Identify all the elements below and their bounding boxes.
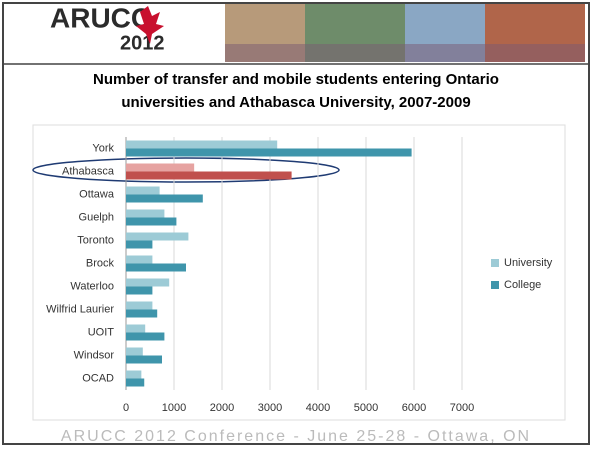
x-tick-label: 4000: [306, 402, 330, 414]
y-tick-label: Windsor: [74, 349, 115, 361]
chart-area: [32, 124, 566, 421]
bar: [126, 163, 195, 172]
x-tick-label: 1000: [162, 402, 186, 414]
bar: [126, 171, 292, 180]
y-tick-label: Waterloo: [70, 280, 114, 292]
bar: [126, 278, 170, 287]
y-tick-label: Brock: [86, 257, 115, 269]
y-tick-label: Wilfrid Laurier: [46, 303, 114, 315]
bar: [126, 370, 142, 379]
bar: [126, 194, 203, 203]
bar: [126, 378, 145, 387]
legend-label: University: [504, 257, 553, 269]
bar: [126, 255, 153, 264]
y-tick-label: OCAD: [82, 372, 114, 384]
bar: [126, 332, 165, 341]
bar: [126, 286, 153, 295]
highlight-ellipse: [32, 157, 340, 183]
x-tick-label: 6000: [402, 402, 426, 414]
bar: [126, 324, 146, 333]
bar: [126, 309, 158, 318]
logo: ARUCC: [50, 2, 151, 33]
x-tick-label: 2000: [210, 402, 234, 414]
x-tick-label: 0: [123, 402, 129, 414]
y-tick-label: Athabasca: [62, 165, 115, 177]
photo-strip: [225, 44, 585, 62]
bar: [126, 217, 177, 226]
bar: [126, 263, 186, 272]
legend-swatch: [491, 281, 499, 289]
bar: [126, 186, 160, 195]
x-tick-label: 7000: [450, 402, 474, 414]
chart-title: Number of transfer and mobile students e…: [93, 71, 499, 111]
logo-year: 2012: [120, 32, 165, 54]
y-tick-label: UOIT: [88, 326, 115, 338]
slide-border: [2, 2, 590, 445]
bar: [126, 209, 165, 218]
plot: 0 1000 2000 3000 4000 5000 6000 7000 York Athabas…: [46, 137, 553, 414]
bar: [126, 355, 162, 364]
legend-swatch: [491, 259, 499, 267]
bar: [126, 347, 143, 356]
x-tick-label: 5000: [354, 402, 378, 414]
y-tick-label: York: [92, 142, 114, 154]
footer: ARUCC 2012 Conference - June 25-28 - Ott…: [61, 428, 531, 445]
y-tick-label: Guelph: [79, 211, 114, 223]
bar: [126, 148, 412, 157]
bar: [126, 240, 153, 249]
bar: [126, 140, 278, 149]
legend-label: College: [504, 279, 541, 291]
maple-leaf: [136, 6, 164, 44]
bar: [126, 301, 153, 310]
bar: [126, 232, 189, 241]
y-tick-label: Ottawa: [79, 188, 115, 200]
y-tick-label: Toronto: [77, 234, 114, 246]
x-tick-label: 3000: [258, 402, 282, 414]
